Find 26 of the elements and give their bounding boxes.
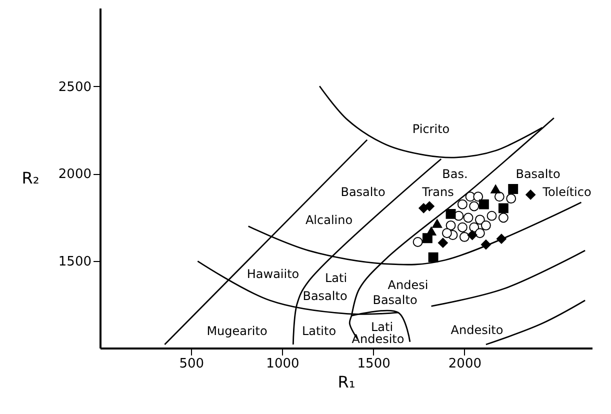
- x-tick-label: 1000: [266, 356, 300, 372]
- annotation: Picrito: [412, 122, 450, 136]
- annotation: Lati: [324, 271, 348, 285]
- annotation: Basalto: [516, 167, 560, 181]
- annotation: Hawaiito: [246, 267, 300, 281]
- annotation: Andesi: [388, 278, 428, 292]
- x-tick-label: 1500: [357, 356, 390, 372]
- y-tick-label: 1500: [58, 254, 92, 270]
- annotation: Andesito: [352, 332, 404, 346]
- x-tick-label: 2000: [448, 356, 482, 372]
- annotation: Basalto: [372, 293, 418, 307]
- y-tick-label: 2000: [58, 167, 92, 182]
- annotation: Basalto: [340, 185, 386, 199]
- annotation: Mugearito: [206, 324, 268, 338]
- annotation: Basalto: [302, 289, 348, 303]
- annotation: Andesito: [450, 323, 504, 337]
- x-axis-title: R₁: [338, 372, 356, 392]
- annotation: Toleítico: [542, 185, 592, 199]
- annotation: Bas.: [442, 167, 468, 181]
- annotation: Trans: [421, 185, 454, 199]
- annotation: Latito: [302, 324, 336, 338]
- y-axis-title: R₂: [22, 168, 40, 188]
- annotation: Lati: [370, 320, 394, 334]
- x-tick-label: 500: [179, 356, 204, 372]
- annotation: Alcalino: [305, 213, 353, 227]
- y-tick-label: 2500: [58, 80, 92, 95]
